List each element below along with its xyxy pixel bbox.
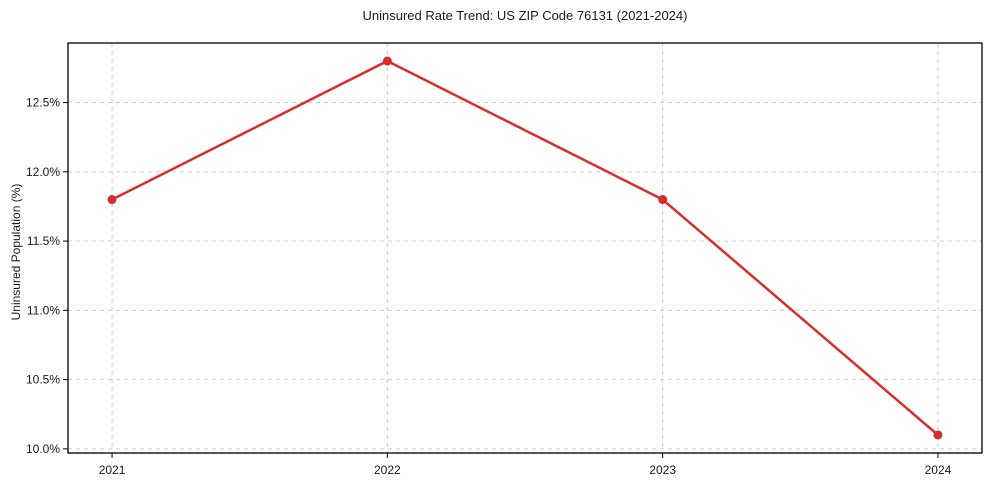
x-tick-label: 2024 bbox=[925, 463, 952, 477]
x-tick-label: 2022 bbox=[374, 463, 401, 477]
plot-border bbox=[67, 42, 983, 454]
y-tick-label: 12.0% bbox=[26, 165, 60, 179]
trend-line bbox=[110, 59, 940, 437]
chart-title: Uninsured Rate Trend: US ZIP Code 76131 … bbox=[362, 8, 688, 23]
y-tick-label: 11.5% bbox=[27, 234, 60, 248]
x-tick-label: 2023 bbox=[649, 463, 676, 477]
data-point bbox=[658, 195, 668, 205]
y-tick-label: 11.0% bbox=[27, 303, 60, 317]
data-point bbox=[382, 56, 392, 66]
y-tick-label: 10.0% bbox=[26, 442, 60, 456]
data-point bbox=[933, 430, 943, 440]
data-point bbox=[107, 195, 117, 205]
y-tick-label: 12.5% bbox=[26, 96, 60, 110]
y-tick-label: 10.5% bbox=[26, 373, 60, 387]
x-tick-label: 2021 bbox=[99, 463, 126, 477]
